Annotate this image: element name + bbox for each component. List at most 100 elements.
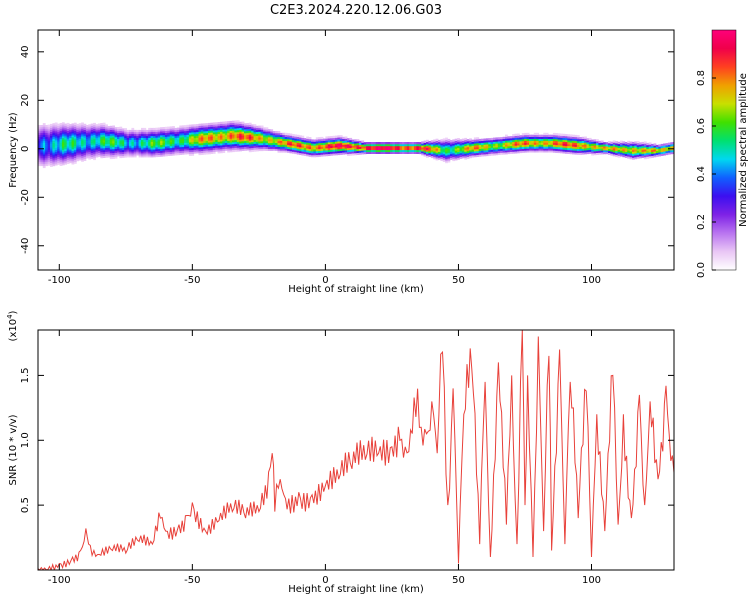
heatmap-cell: [97, 144, 101, 148]
heatmap-cell: [61, 155, 65, 158]
heatmap-cell: [220, 129, 223, 132]
heatmap-cell: [459, 149, 463, 152]
heatmap-cell: [241, 125, 245, 128]
heatmap-cell: [610, 145, 614, 148]
heatmap-cell: [205, 144, 209, 147]
heatmap-cell: [229, 128, 233, 131]
heatmap-cell: [215, 122, 218, 125]
heatmap-cell: [167, 132, 171, 135]
heatmap-cell: [445, 141, 448, 144]
heatmap-cell: [493, 141, 496, 144]
heatmap-cell: [452, 139, 456, 142]
heatmap-cell: [90, 152, 94, 155]
heatmap-cell: [244, 131, 247, 134]
heatmap-cell: [117, 140, 120, 143]
heatmap-cell: [97, 123, 101, 126]
heatmap-cell: [639, 144, 642, 147]
heatmap-cell: [93, 148, 96, 151]
heatmap-cell: [47, 161, 51, 164]
heatmap-cell: [576, 135, 580, 138]
heatmap-cell: [85, 136, 89, 139]
heatmap-cell: [126, 131, 130, 135]
heatmap-cell: [54, 134, 58, 137]
heatmap-cell: [545, 134, 549, 137]
heatmap-cell: [234, 130, 238, 133]
heatmap-cell: [83, 143, 87, 146]
heatmap-cell: [421, 149, 424, 152]
heatmap-cell: [143, 143, 147, 146]
heatmap-cell: [71, 138, 75, 142]
heatmap-cell: [97, 137, 101, 140]
heatmap-cell: [521, 146, 525, 149]
heatmap-cell: [210, 134, 214, 137]
heatmap-cell: [157, 154, 161, 157]
heatmap-cell: [344, 150, 348, 153]
heatmap-cell: [97, 135, 101, 138]
heatmap-cell: [78, 140, 82, 143]
heatmap-cell: [78, 131, 82, 134]
heatmap-cell: [191, 132, 195, 135]
heatmap-cell: [624, 143, 628, 147]
heatmap-cell: [90, 141, 94, 144]
heatmap-cell: [584, 152, 587, 155]
heatmap-cell: [284, 134, 288, 137]
heatmap-cell: [612, 144, 616, 147]
heatmap-cell: [50, 123, 53, 127]
heatmap-cell: [356, 152, 360, 155]
heatmap-cell: [66, 142, 70, 145]
heatmap-cell: [119, 151, 123, 155]
heatmap-cell: [212, 126, 216, 129]
heatmap-cell: [643, 156, 647, 160]
heatmap-cell: [287, 135, 290, 138]
heatmap-cell: [169, 149, 173, 152]
heatmap-cell: [153, 133, 156, 136]
heatmap-cell: [488, 147, 492, 151]
heatmap-cell: [203, 133, 207, 136]
heatmap-cell: [507, 148, 511, 151]
heatmap-cell: [557, 135, 561, 138]
heatmap-cell: [88, 147, 92, 150]
heatmap-cell: [481, 140, 484, 143]
heatmap-cell: [64, 141, 68, 144]
heatmap-cell: [234, 147, 238, 150]
heatmap-cell: [203, 125, 207, 128]
heatmap-cell: [596, 152, 599, 155]
heatmap-cell: [375, 149, 379, 153]
heatmap-cell: [102, 122, 106, 125]
heatmap-cell: [529, 134, 532, 137]
heatmap-cell: [296, 138, 300, 141]
heatmap-cell: [138, 131, 142, 135]
heatmap-cell: [581, 138, 585, 141]
heatmap-cell: [76, 139, 80, 142]
heatmap-cell: [452, 141, 456, 144]
heatmap-cell: [246, 144, 250, 147]
heatmap-cell: [169, 134, 173, 137]
heatmap-cell: [66, 157, 70, 161]
heatmap-cell: [239, 141, 242, 144]
heatmap-cell: [327, 149, 331, 153]
heatmap-cell: [308, 146, 312, 149]
heatmap-cell: [459, 143, 463, 146]
heatmap-cell: [88, 130, 92, 133]
heatmap-cell: [653, 143, 657, 146]
heatmap-cell: [138, 143, 142, 146]
heatmap-cell: [567, 134, 571, 137]
heatmap-cell: [397, 142, 400, 145]
heatmap-cell: [270, 131, 274, 134]
heatmap-cell: [421, 147, 424, 150]
spectrogram-xlabel: Height of straight line (km): [288, 284, 424, 295]
heatmap-cell: [186, 128, 190, 131]
heatmap-cell: [519, 135, 523, 138]
heatmap-cell: [476, 146, 480, 150]
heatmap-cell: [129, 131, 132, 135]
heatmap-cell: [253, 135, 257, 139]
heatmap-cell: [485, 146, 489, 149]
heatmap-cell: [40, 138, 44, 141]
heatmap-cell: [380, 147, 384, 151]
heatmap-cell: [358, 144, 362, 147]
heatmap-cell: [141, 137, 144, 140]
heatmap-cell: [40, 159, 44, 163]
heatmap-cell: [191, 147, 195, 150]
heatmap-cell: [258, 145, 262, 148]
heatmap-cell: [97, 154, 101, 157]
